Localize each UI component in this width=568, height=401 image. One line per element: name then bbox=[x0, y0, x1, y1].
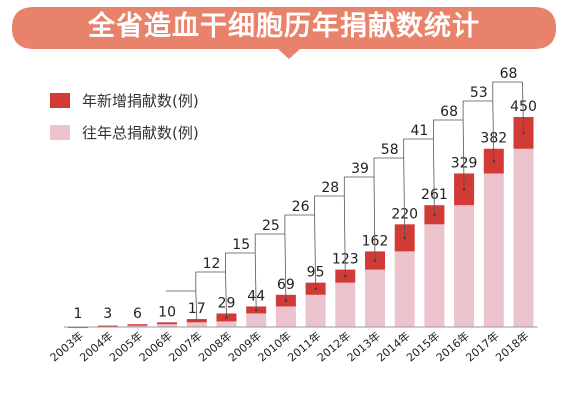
bar-total-8 bbox=[305, 294, 326, 327]
new-label-5: 12 bbox=[203, 256, 221, 272]
new-label-11: 58 bbox=[381, 142, 399, 158]
bar-total-3 bbox=[157, 324, 178, 327]
x-tick-label-15: 2018年 bbox=[493, 329, 532, 365]
legend-item-new: 年新增捐献数(例) bbox=[50, 88, 199, 112]
legend-label-new: 年新增捐献数(例) bbox=[82, 91, 199, 110]
new-label-13: 68 bbox=[440, 104, 458, 120]
bar-total-5 bbox=[216, 321, 237, 327]
legend-swatch-total bbox=[50, 124, 70, 140]
new-label-leader-15 bbox=[522, 81, 524, 133]
title-banner-shape bbox=[12, 7, 556, 59]
legend: 年新增捐献数(例) 往年总捐献数(例) bbox=[50, 88, 199, 152]
bar-total-13 bbox=[454, 205, 475, 327]
total-label-1: 3 bbox=[103, 306, 112, 322]
new-label-10: 39 bbox=[351, 161, 369, 177]
new-label-leader-7 bbox=[284, 233, 287, 301]
new-label-leader-14 bbox=[492, 100, 495, 162]
new-label-12: 41 bbox=[410, 123, 428, 139]
bar-total-14 bbox=[483, 173, 504, 327]
bar-total-4 bbox=[186, 322, 207, 327]
new-label-leader-9 bbox=[343, 195, 346, 277]
bar-total-15 bbox=[513, 148, 534, 327]
new-label-leader-4 bbox=[195, 290, 198, 321]
new-label-leader-10 bbox=[373, 176, 376, 261]
bar-total-7 bbox=[275, 306, 296, 327]
new-label-leader-11 bbox=[403, 157, 406, 238]
new-label-14: 53 bbox=[470, 85, 488, 101]
new-label-leader-6 bbox=[254, 252, 257, 310]
bar-total-6 bbox=[246, 313, 267, 327]
bar-total-2 bbox=[127, 325, 148, 327]
chart-title: 全省造血干细胞历年捐献数统计 bbox=[88, 11, 480, 42]
total-label-2: 6 bbox=[133, 306, 142, 322]
bar-total-12 bbox=[424, 224, 445, 327]
new-label-leader-5 bbox=[225, 271, 227, 318]
new-label-9: 28 bbox=[321, 180, 339, 196]
new-label-8: 26 bbox=[292, 199, 310, 215]
legend-label-total: 往年总捐献数(例) bbox=[82, 123, 199, 142]
bar-total-10 bbox=[365, 269, 385, 327]
bar-total-11 bbox=[394, 251, 415, 327]
new-label-15: 68 bbox=[500, 66, 518, 82]
total-label-0: 1 bbox=[74, 306, 83, 322]
legend-swatch-new bbox=[50, 92, 70, 108]
legend-item-total: 往年总捐献数(例) bbox=[50, 120, 199, 144]
bar-total-9 bbox=[335, 282, 356, 327]
new-label-7: 25 bbox=[262, 218, 280, 234]
total-label-15: 450 bbox=[510, 99, 537, 115]
bar-marker-5 bbox=[225, 316, 228, 319]
new-label-6: 15 bbox=[232, 237, 250, 253]
new-label-leader-12 bbox=[433, 138, 435, 215]
new-label-leader-8 bbox=[314, 214, 316, 289]
new-label-leader-13 bbox=[462, 119, 465, 190]
bar-new-1 bbox=[97, 325, 118, 328]
bar-new-2 bbox=[127, 324, 148, 326]
bar-new-3 bbox=[157, 322, 178, 325]
total-label-3: 10 bbox=[158, 304, 176, 320]
